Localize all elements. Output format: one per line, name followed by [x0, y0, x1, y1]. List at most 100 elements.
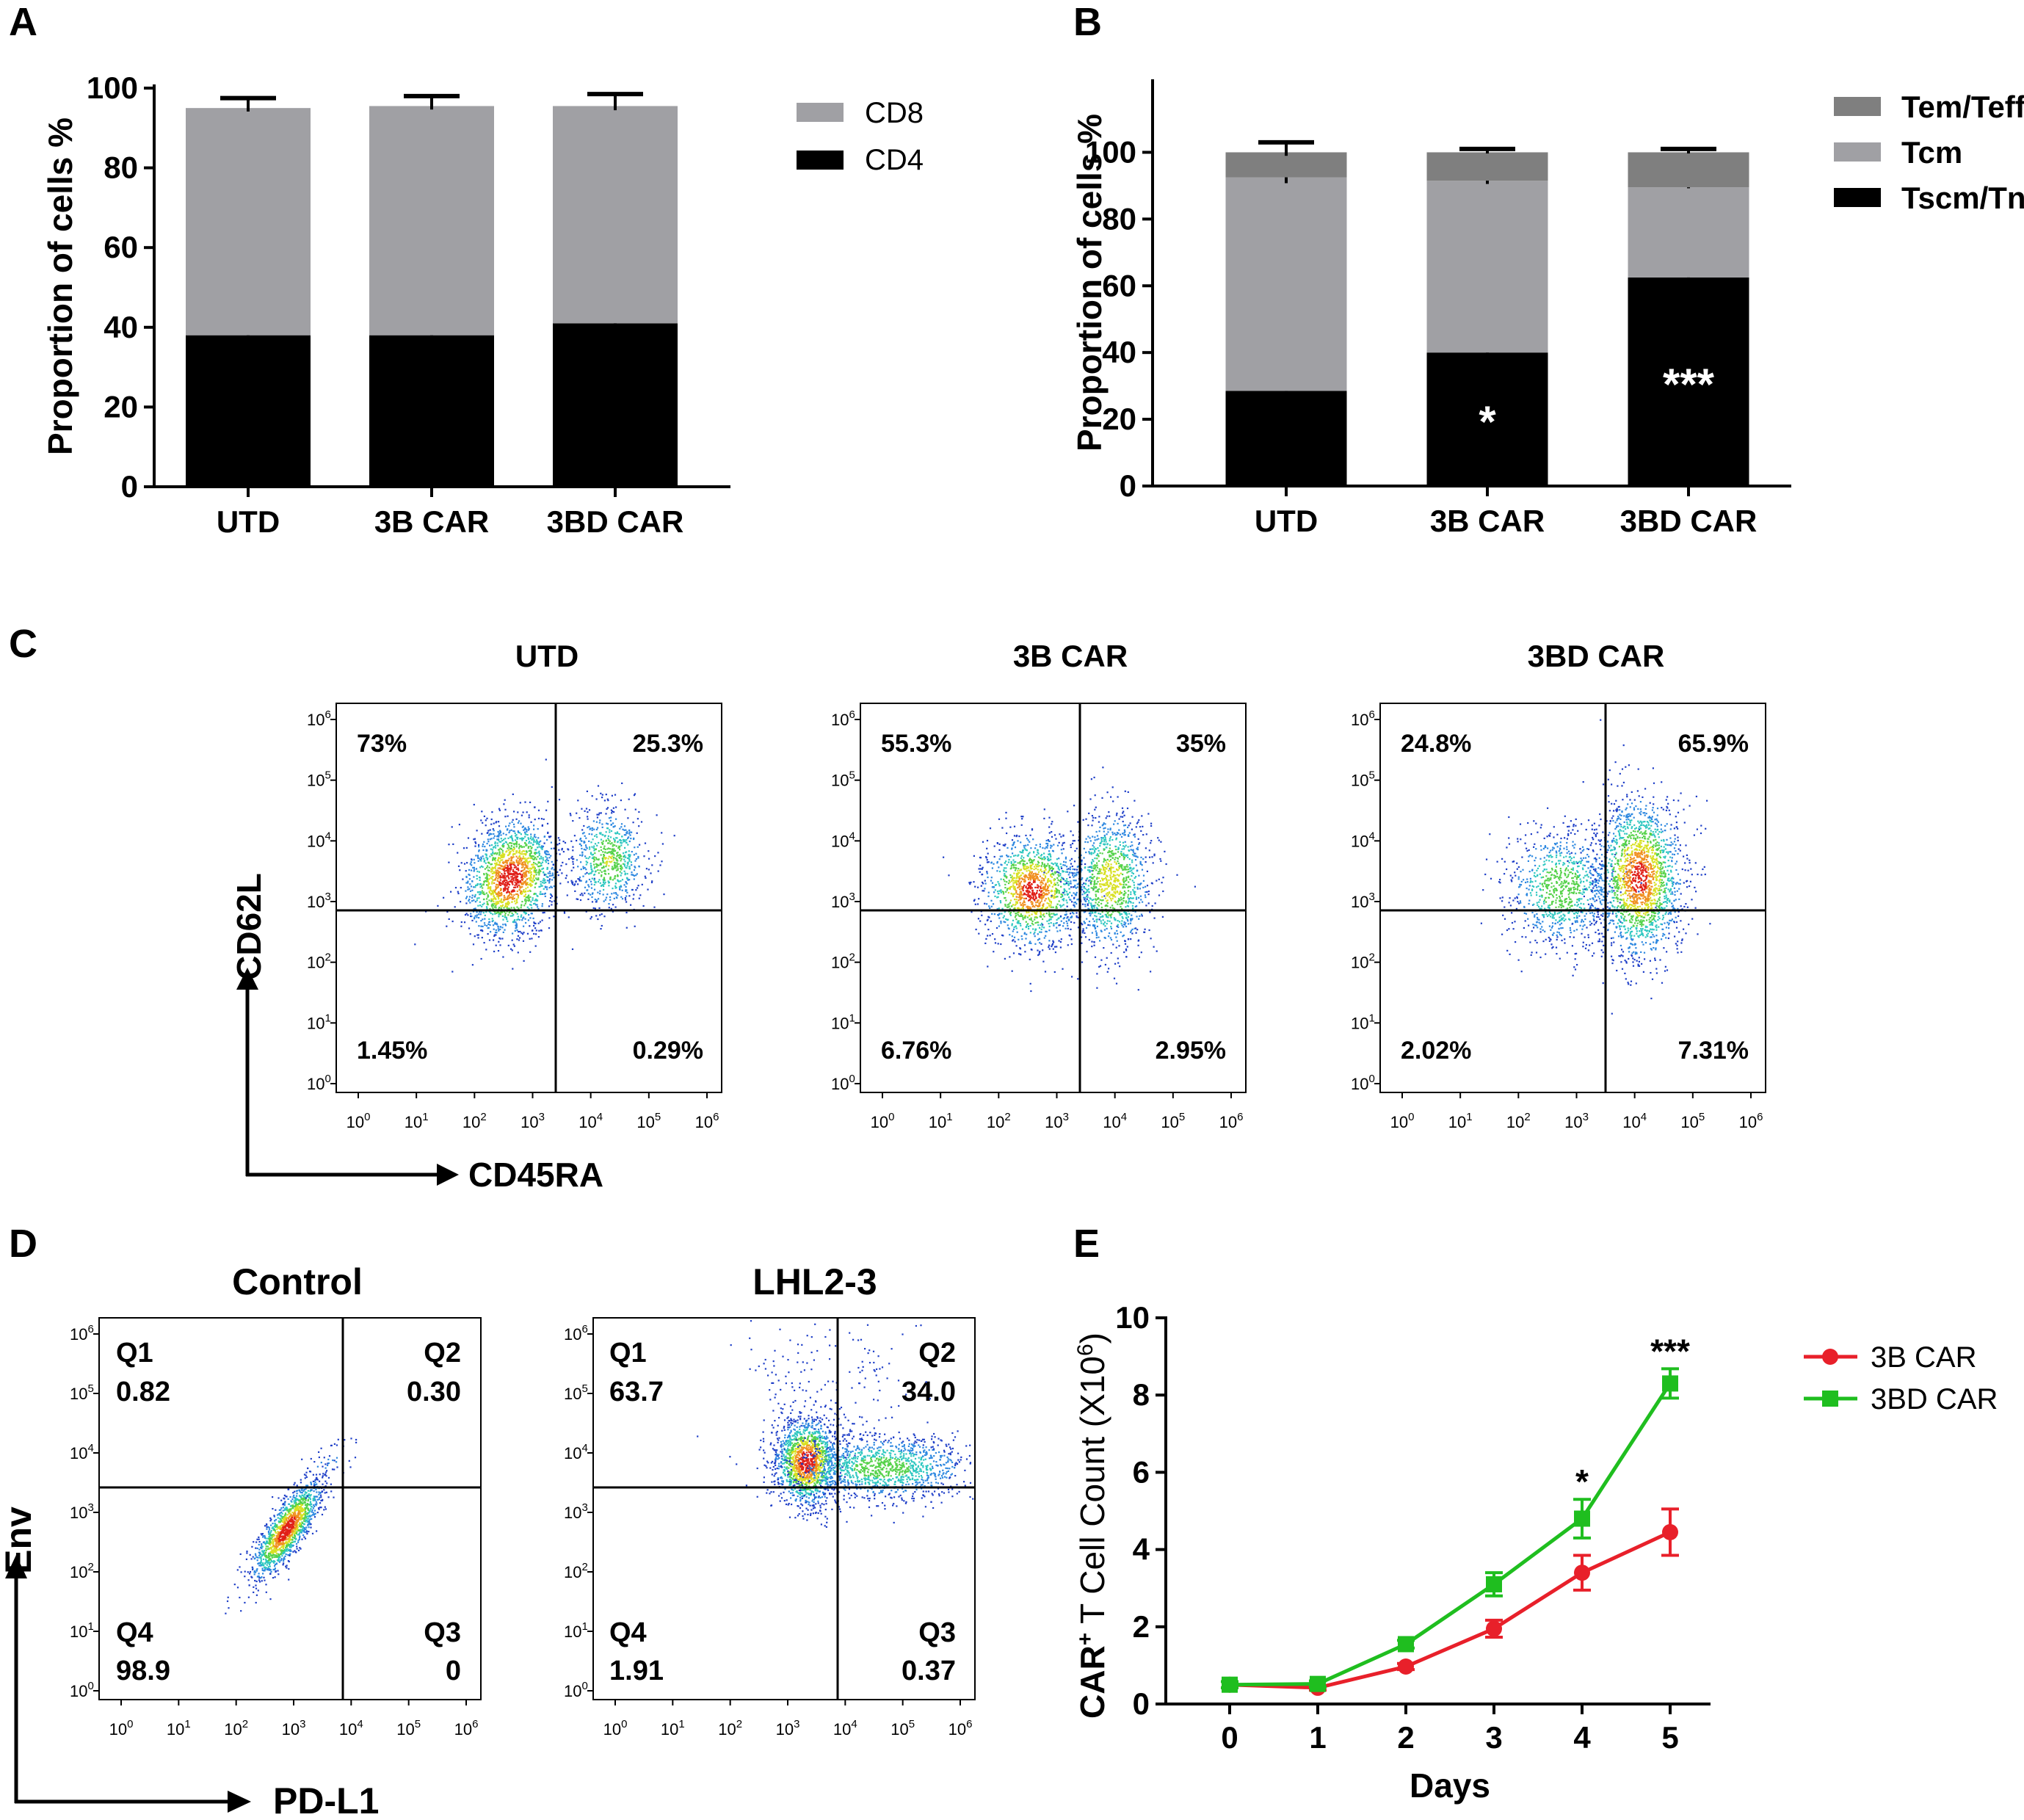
flow-utd-event-dot — [524, 835, 526, 838]
flow-utd-event-dot — [625, 927, 628, 929]
flow-utd-event-dot — [613, 848, 615, 850]
flow-3b-event-dot — [1093, 880, 1095, 882]
flow-utd-event-dot — [606, 864, 608, 866]
flow-3b-event-dot — [1118, 898, 1120, 900]
flow-3b-event-dot — [1048, 900, 1051, 902]
flow-utd-event-dot — [565, 877, 567, 880]
flow-utd-event-dot — [523, 831, 526, 833]
flow-utd-event-dot — [599, 882, 601, 884]
flow-utd-event-dot — [446, 910, 449, 913]
flow-3b-event-dot — [1011, 875, 1013, 877]
flow-3b-event-dot — [1072, 868, 1074, 871]
flow-3b-event-dot — [1135, 896, 1138, 899]
flow-3b-event-dot — [1016, 902, 1018, 904]
flow-utd-event-dot — [545, 809, 548, 811]
flow-3b-event-dot — [1005, 811, 1007, 813]
flow-3b-event-dot — [1041, 907, 1043, 910]
flow-utd-event-dot — [524, 893, 527, 896]
flow-utd-event-dot — [487, 933, 489, 935]
flow-utd-event-dot — [485, 849, 487, 852]
flow-utd-event-dot — [513, 897, 515, 899]
flow-3b-event-dot — [1088, 891, 1090, 893]
flow-utd-event-dot — [551, 874, 553, 877]
flow-utd-event-dot — [619, 849, 621, 851]
flow-3b-event-dot — [1031, 892, 1033, 894]
flow-3b-event-dot — [1106, 881, 1109, 884]
flow-utd-event-dot — [504, 872, 506, 874]
flow-3b-event-dot — [1145, 847, 1147, 849]
flow-3b-event-dot — [1048, 880, 1051, 882]
flow-3b-event-dot — [1119, 903, 1121, 905]
flow-3b-event-dot — [1109, 882, 1111, 884]
flow-3b-event-dot — [1051, 862, 1053, 864]
flow-utd-event-dot — [608, 907, 610, 909]
flow-utd-event-dot — [498, 902, 500, 904]
flow-utd-event-dot — [520, 904, 523, 906]
flow-utd-event-dot — [514, 877, 516, 879]
flow-utd-event-dot — [534, 899, 536, 902]
flow-utd-event-dot — [616, 852, 618, 855]
flow-3b-event-dot — [1118, 829, 1120, 831]
flow-3b-event-dot — [1055, 884, 1057, 886]
flow-3b-event-dot — [1022, 888, 1024, 890]
flow-utd-event-dot — [518, 860, 520, 862]
flow-utd-event-dot — [501, 901, 504, 903]
flow-utd-event-dot — [520, 838, 523, 840]
flow-utd-event-dot — [597, 918, 599, 921]
flow-utd-event-dot — [443, 896, 445, 899]
flow-utd-event-dot — [573, 835, 576, 837]
flow-utd-event-dot — [477, 934, 479, 936]
flow-3b-event-dot — [1106, 923, 1108, 925]
flow-3b-event-dot — [1015, 864, 1017, 866]
flow-utd-event-dot — [472, 943, 475, 946]
flow-3b-event-dot — [982, 890, 984, 892]
flow-3b-event-dot — [1068, 934, 1070, 936]
flow-utd-event-dot — [499, 888, 502, 890]
flow-3b-event-dot — [1076, 899, 1078, 901]
flow-utd-event-dot — [507, 920, 509, 922]
flow-utd-event-dot — [544, 850, 546, 852]
panelB-ytick-label: 60 — [1102, 268, 1136, 302]
flow-utd-event-dot — [497, 830, 499, 833]
flow-3b-event-dot — [984, 880, 986, 882]
flow-3b-event-dot — [1047, 858, 1049, 860]
flow-utd-event-dot — [538, 846, 540, 848]
flow-utd-event-dot — [602, 840, 604, 842]
flow-utd-event-dot — [529, 845, 532, 847]
flow-utd-event-dot — [572, 820, 574, 822]
flow-3b-event-dot — [1007, 882, 1010, 885]
panelB-bar-tem-teff — [1426, 152, 1548, 181]
flow-3b-event-dot — [1068, 888, 1070, 890]
flow-3b-event-dot — [1051, 870, 1053, 872]
flow-3b-event-dot — [1095, 927, 1097, 929]
flow-3b-event-dot — [1091, 940, 1093, 943]
flow-utd-event-dot — [532, 844, 534, 846]
flow-3b-event-dot — [1137, 989, 1139, 991]
flow-3b-event-dot — [1122, 812, 1124, 814]
flow-3b-event-dot — [993, 951, 995, 953]
flow-utd-event-dot — [528, 907, 530, 910]
flow-utd-event-dot — [501, 893, 503, 896]
flow-utd-event-dot — [531, 846, 533, 849]
flow-utd-event-dot — [538, 872, 540, 874]
flow-3b-event-dot — [1057, 868, 1059, 870]
flow-utd-event-dot — [471, 894, 474, 896]
flow-utd-event-dot — [519, 872, 521, 874]
flow-utd-event-dot — [499, 913, 501, 916]
flow-utd-event-dot — [505, 916, 507, 918]
flow-utd-event-dot — [601, 797, 603, 799]
flow-utd-event-dot — [498, 808, 501, 810]
flow-utd-event-dot — [520, 853, 523, 855]
flow-utd-event-dot — [485, 892, 487, 894]
flow-3b-event-dot — [1022, 863, 1024, 866]
flow-utd-event-dot — [534, 893, 536, 895]
flow-utd-event-dot — [572, 860, 574, 863]
flow-3b-event-dot — [1040, 912, 1042, 914]
flow-3b-event-dot — [1120, 906, 1122, 908]
flow-3b-event-dot — [1037, 869, 1039, 871]
flow-utd-event-dot — [499, 831, 501, 834]
flow-utd-event-dot — [543, 888, 545, 890]
flow-3b-event-dot — [1050, 901, 1052, 903]
flow-utd-event-dot — [537, 852, 540, 854]
flow-utd-event-dot — [506, 862, 508, 864]
